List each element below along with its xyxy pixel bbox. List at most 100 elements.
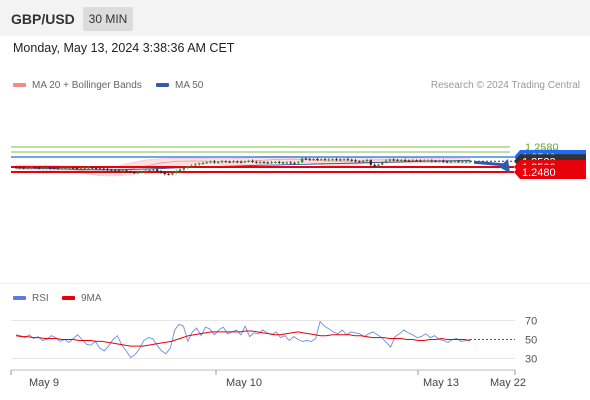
candle-body xyxy=(26,167,29,169)
candle xyxy=(335,157,338,161)
candle-body xyxy=(388,159,392,161)
candle-body xyxy=(167,174,170,175)
x-tick-label: May 10 xyxy=(226,377,262,389)
candle-body xyxy=(213,161,216,163)
forecast-arrowhead-icon xyxy=(499,159,510,173)
candle xyxy=(186,165,189,169)
candle-body xyxy=(18,167,21,169)
candle xyxy=(159,169,163,174)
legend-ma50: MA 50 xyxy=(156,80,203,91)
candle-body xyxy=(468,161,472,163)
candle-body xyxy=(72,167,75,169)
candle-body xyxy=(159,171,163,173)
candle-body xyxy=(423,160,426,162)
candle-body xyxy=(75,168,79,169)
candle xyxy=(133,171,136,175)
candle xyxy=(342,158,346,161)
candle-body xyxy=(178,169,182,171)
candle-body xyxy=(232,161,235,163)
candle xyxy=(239,160,243,164)
candle-body xyxy=(243,161,247,163)
candle xyxy=(205,161,208,164)
candle xyxy=(354,158,357,163)
candle-body xyxy=(110,169,113,171)
candle xyxy=(297,160,300,165)
candle xyxy=(312,157,315,161)
candle-body xyxy=(300,158,304,163)
candle xyxy=(278,160,281,164)
x-tick-label: May 9 xyxy=(29,377,59,389)
candle xyxy=(339,158,342,161)
candle-body xyxy=(365,160,369,162)
candle xyxy=(75,166,79,170)
candle xyxy=(201,161,205,165)
candle-body xyxy=(144,170,147,172)
candle xyxy=(266,161,269,164)
candle xyxy=(209,160,212,164)
candle xyxy=(384,159,388,164)
timeframe-button[interactable]: 30 MIN xyxy=(83,7,133,31)
candle xyxy=(110,168,113,172)
rsi-tick-30: 30 xyxy=(525,354,537,366)
candle xyxy=(41,166,44,170)
candle-body xyxy=(220,161,224,163)
candle xyxy=(392,158,395,162)
candle-body xyxy=(171,173,174,175)
candle-body xyxy=(445,161,449,163)
candle xyxy=(449,160,453,164)
candle xyxy=(255,160,258,164)
candle xyxy=(396,158,399,162)
rsi-tick-70: 70 xyxy=(525,316,537,328)
research-credit: Research © 2024 Trading Central xyxy=(430,80,580,91)
rsi-line xyxy=(15,320,471,359)
candle-body xyxy=(114,170,117,172)
candle-body xyxy=(327,159,331,161)
candle xyxy=(251,159,254,163)
candle xyxy=(106,167,109,172)
x-tick-label: May 13 xyxy=(423,377,459,389)
candle xyxy=(346,157,350,161)
candle-body xyxy=(369,160,372,165)
candle xyxy=(285,161,289,165)
candle xyxy=(358,160,361,163)
candle-body xyxy=(426,160,430,162)
candle xyxy=(155,168,159,173)
candle-body xyxy=(274,162,277,163)
candle-body xyxy=(190,165,193,167)
candle xyxy=(175,169,178,175)
candle xyxy=(308,157,311,161)
candle xyxy=(400,158,403,162)
candle-body xyxy=(289,162,292,164)
candle-body xyxy=(201,163,205,164)
candle-body xyxy=(461,161,464,163)
candle xyxy=(26,166,29,170)
candle-body xyxy=(45,167,48,169)
candle-body xyxy=(247,161,250,162)
candle-body xyxy=(407,160,411,162)
candle xyxy=(377,163,380,168)
candle xyxy=(350,158,353,162)
candle xyxy=(152,168,155,172)
legend-ma50-label: MA 50 xyxy=(175,80,204,91)
candle xyxy=(213,160,216,164)
candles xyxy=(14,157,472,176)
candle-body xyxy=(22,167,25,169)
candle-body xyxy=(155,169,159,171)
candle-body xyxy=(182,168,186,170)
candle-body xyxy=(339,159,342,161)
forecast-arrow-icon xyxy=(473,160,507,167)
candle-body xyxy=(121,170,125,172)
candle-body xyxy=(37,167,41,169)
legend-rsi-label: RSI xyxy=(32,293,49,304)
candle-body xyxy=(430,160,434,162)
candle-body xyxy=(293,162,296,164)
candle-body xyxy=(148,170,151,171)
candle xyxy=(388,158,392,163)
candle xyxy=(148,169,151,172)
candle-body xyxy=(449,161,453,163)
candle xyxy=(243,160,247,163)
candle xyxy=(453,160,456,163)
candle xyxy=(407,159,411,163)
candle xyxy=(423,159,426,163)
candle xyxy=(365,158,369,163)
